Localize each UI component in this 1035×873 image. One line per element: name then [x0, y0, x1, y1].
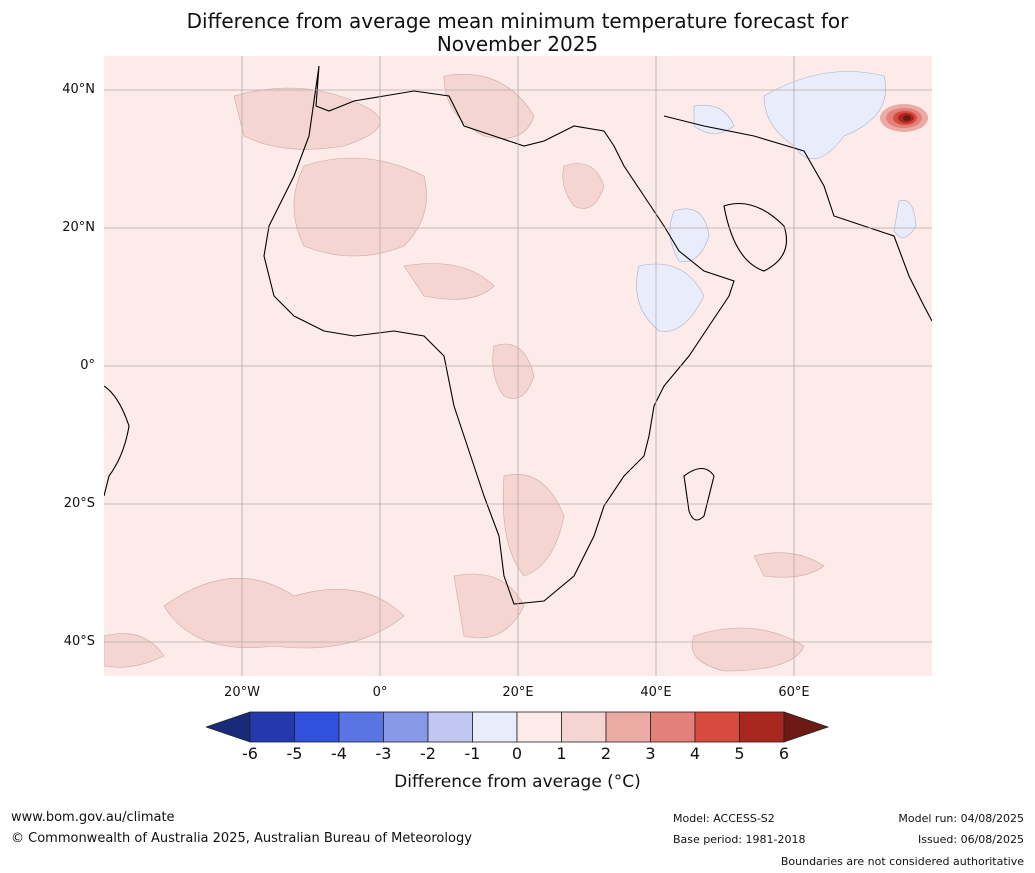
arabia-coast	[723, 202, 788, 272]
patch-india	[893, 199, 917, 238]
south-america-coast	[104, 385, 130, 497]
colorbar-tick-label: 6	[778, 744, 790, 763]
patch-iran	[693, 104, 735, 134]
lon-label-0: 0°	[372, 685, 388, 700]
lat-label-20n: 20°N	[62, 220, 95, 235]
colorbar-cell	[383, 711, 429, 743]
coastlines	[104, 65, 932, 605]
patch-southwest	[104, 633, 165, 668]
lon-label-20e: 20°E	[502, 685, 534, 700]
map-canvas	[104, 56, 932, 676]
title-line-1: Difference from average mean minimum tem…	[186, 9, 849, 33]
title-line-2: November 2025	[436, 32, 599, 56]
colorbar-tick-label: -2	[420, 744, 436, 763]
anomaly-patches-1-2	[104, 74, 825, 672]
madagascar-coast	[683, 467, 715, 521]
colorbar	[206, 711, 830, 743]
colorbar-label: Difference from average (°C)	[394, 772, 641, 792]
colorbar-cell	[294, 711, 340, 743]
colorbar-cell	[472, 711, 518, 743]
lon-label-60e: 60°E	[778, 685, 810, 700]
patch-sahara	[293, 157, 427, 257]
colorbar-cell	[739, 711, 785, 743]
patch-ethiopia	[636, 263, 705, 332]
colorbar-tick-label: 0	[511, 744, 523, 763]
colorbar-tick-label: -1	[464, 744, 481, 763]
colorbar-cell	[249, 711, 295, 743]
colorbar-cell	[561, 711, 607, 743]
africa-coast	[263, 65, 735, 605]
lat-label-0: 0°	[80, 358, 95, 373]
colorbar-tick-label: 5	[734, 744, 745, 763]
colorbar-tick-label: -5	[286, 744, 303, 763]
model-name: Model: ACCESS-S2	[673, 812, 775, 825]
hot-spot	[880, 104, 928, 132]
lat-label-40n: 40°N	[62, 82, 95, 97]
patch-south-atlantic	[163, 577, 405, 649]
gridlines	[104, 56, 932, 676]
colorbar-tick-label: 2	[600, 744, 612, 763]
colorbar-extend-high	[783, 711, 830, 743]
lat-label-40s: 40°S	[63, 634, 95, 649]
colorbar-tick-label: -4	[331, 744, 347, 763]
asia-coast	[663, 115, 932, 322]
map-title: Difference from average mean minimum tem…	[0, 10, 1035, 56]
colorbar-cell	[516, 711, 562, 743]
patch-congo	[492, 343, 535, 399]
patch-central-asia	[763, 71, 886, 160]
patch-arabia	[669, 208, 710, 263]
colorbar-tick-label: 4	[689, 744, 701, 763]
lon-label-20w: 20°W	[224, 685, 260, 700]
colorbar-extend-low	[206, 711, 251, 743]
copyright: © Commonwealth of Australia 2025, Austra…	[11, 831, 472, 846]
lon-label-40e: 40°E	[640, 685, 672, 700]
base-period: Base period: 1981-2018	[673, 833, 806, 846]
patch-sahel	[403, 263, 495, 300]
patch-namibia	[502, 474, 565, 577]
patch-indian-ocean	[691, 627, 805, 672]
colorbar-cell	[605, 711, 651, 743]
patch-mediterranean	[233, 87, 381, 150]
patch-indian-ocean-2	[753, 552, 825, 578]
issued-date: Issued: 06/08/2025	[917, 833, 1024, 846]
patch-south-atlantic-2	[453, 573, 525, 639]
colorbar-cell	[338, 711, 384, 743]
colorbar-tick-label: -3	[375, 744, 392, 763]
colorbar-tick-label: 3	[645, 744, 656, 763]
colorbar-tick-label: 1	[556, 744, 567, 763]
patch-egypt	[562, 163, 605, 209]
colorbar-cell	[694, 711, 740, 743]
disclaimer: Boundaries are not considered authoritat…	[780, 855, 1024, 868]
colorbar-cell	[427, 711, 473, 743]
lat-label-20s: 20°S	[63, 496, 95, 511]
colorbar-cell	[650, 711, 696, 743]
colorbar-tick-label: -6	[242, 744, 258, 763]
anomaly-map	[104, 56, 932, 676]
anomaly-patches-neg1-0	[636, 71, 917, 332]
model-run: Model run: 04/08/2025	[898, 812, 1024, 825]
patch-turkey	[443, 74, 535, 139]
website-link[interactable]: www.bom.gov.au/climate	[11, 810, 175, 825]
